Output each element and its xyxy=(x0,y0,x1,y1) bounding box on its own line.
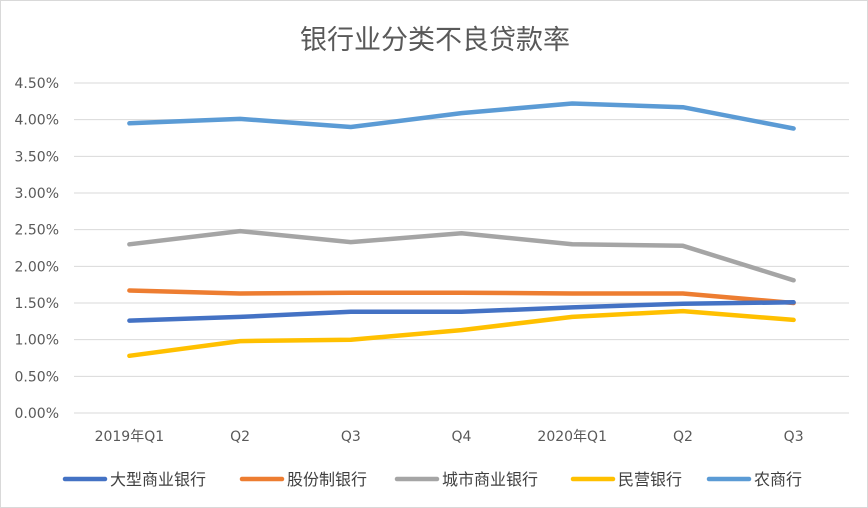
legend-label: 农商行 xyxy=(754,470,802,489)
y-tick-label: 3.00% xyxy=(15,186,59,202)
y-tick-label: 0.50% xyxy=(15,369,59,385)
legend-label: 民营银行 xyxy=(618,470,682,489)
series-line xyxy=(127,101,796,131)
x-tick-label: Q3 xyxy=(341,429,361,445)
y-tick-label: 0.00% xyxy=(15,406,59,422)
series-line xyxy=(127,308,796,359)
x-axis-labels: 2019年Q1 Q2 Q3 Q4 2020年Q1 Q2 Q3 xyxy=(95,429,804,445)
y-tick-label: 4.00% xyxy=(15,113,59,129)
legend-label: 大型商业银行 xyxy=(110,470,206,489)
x-tick-label: Q2 xyxy=(673,429,693,445)
series-line xyxy=(127,288,796,306)
legend-label: 股份制银行 xyxy=(287,470,367,489)
series-line xyxy=(127,300,796,323)
x-tick-label: 2020年Q1 xyxy=(537,429,607,445)
x-tick-label: Q2 xyxy=(230,429,250,445)
x-tick-label: 2019年Q1 xyxy=(95,429,165,445)
series-lines xyxy=(127,101,796,359)
y-tick-label: 1.00% xyxy=(15,333,59,349)
grid-lines xyxy=(74,82,849,414)
legend: 大型商业银行 股份制银行 城市商业银行 民营银行 农商行 xyxy=(62,470,802,489)
chart-title: 银行业分类不良贷款率 xyxy=(300,25,570,56)
y-tick-label: 2.00% xyxy=(15,259,59,275)
y-axis-labels: 0.00% 0.50% 1.00% 1.50% 2.00% 2.50% 3.00% 3.50%… xyxy=(15,76,59,422)
y-tick-label: 1.50% xyxy=(15,296,59,312)
y-tick-label: 3.50% xyxy=(15,149,59,165)
x-tick-label: Q3 xyxy=(784,429,804,445)
y-tick-label: 4.50% xyxy=(15,76,59,92)
legend-label: 城市商业银行 xyxy=(442,470,538,489)
y-tick-label: 2.50% xyxy=(15,223,59,239)
x-tick-label: Q4 xyxy=(452,429,472,445)
series-line xyxy=(127,228,796,283)
